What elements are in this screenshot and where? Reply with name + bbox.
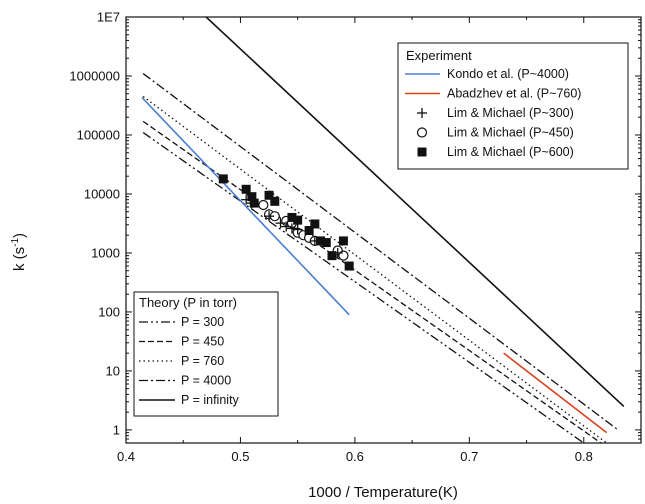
point-lim600: [293, 216, 302, 225]
y-tick-label: 10000: [84, 186, 120, 201]
y-tick-label: 100: [98, 304, 120, 319]
y-tick-label: 100000: [77, 127, 120, 142]
legend-label-lim450: Lim & Michael (P~450): [447, 126, 574, 140]
point-lim600: [250, 199, 259, 208]
legend-label-p760: P = 760: [181, 354, 224, 368]
line-abadzhev: [504, 353, 607, 432]
y-tick-label: 1000000: [69, 68, 120, 83]
y-tick-label: 1: [113, 422, 120, 437]
experiment-legend: Experiment Kondo et al. (P~4000) Abadzhev…: [398, 43, 628, 169]
y-axis-title-main: k (s: [11, 247, 28, 271]
y-tick-label: 1E7: [97, 10, 120, 25]
legend-label-pinf: P = infinity: [181, 393, 240, 407]
theory-legend-title: Theory (P in torr): [139, 295, 237, 310]
point-lim600: [328, 251, 337, 260]
legend-swatch-lim600: [418, 148, 427, 157]
x-axis-title: 1000 / Temperature(K): [308, 484, 458, 501]
theory-legend: Theory (P in torr) P = 300 P = 450 P = 760…: [134, 292, 278, 416]
x-tick-label: 0.4: [117, 449, 135, 464]
line-kondo: [142, 98, 349, 315]
x-tick-label: 0.5: [231, 449, 249, 464]
point-lim450: [259, 200, 268, 209]
point-lim600: [270, 197, 279, 206]
y-tick-label: 1000: [91, 245, 120, 260]
y-axis-title: k (s-1): [10, 233, 28, 271]
y-tick-label: 10: [106, 363, 120, 378]
legend-swatch-lim450: [418, 128, 427, 137]
x-tick-label: 0.7: [460, 449, 478, 464]
x-tick-label: 0.8: [575, 449, 593, 464]
legend-label-kondo: Kondo et al. (P~4000): [447, 67, 569, 81]
legend-label-p450: P = 450: [181, 335, 224, 349]
legend-label-p300: P = 300: [181, 315, 224, 329]
point-lim600: [322, 238, 331, 247]
legend-label-lim600: Lim & Michael (P~600): [447, 145, 574, 159]
legend-label-abadzhev: Abadzhev et al. (P~760): [447, 87, 581, 101]
y-axis-title-close: ): [11, 233, 28, 238]
point-lim600: [219, 174, 228, 183]
point-lim600: [339, 236, 348, 245]
point-lim600: [345, 262, 354, 271]
legend-label-lim300: Lim & Michael (P~300): [447, 106, 574, 120]
point-lim600: [310, 219, 319, 228]
x-tick-label: 0.6: [346, 449, 364, 464]
experiment-legend-title: Experiment: [406, 48, 472, 63]
legend-label-p4000: P = 4000: [181, 374, 231, 388]
